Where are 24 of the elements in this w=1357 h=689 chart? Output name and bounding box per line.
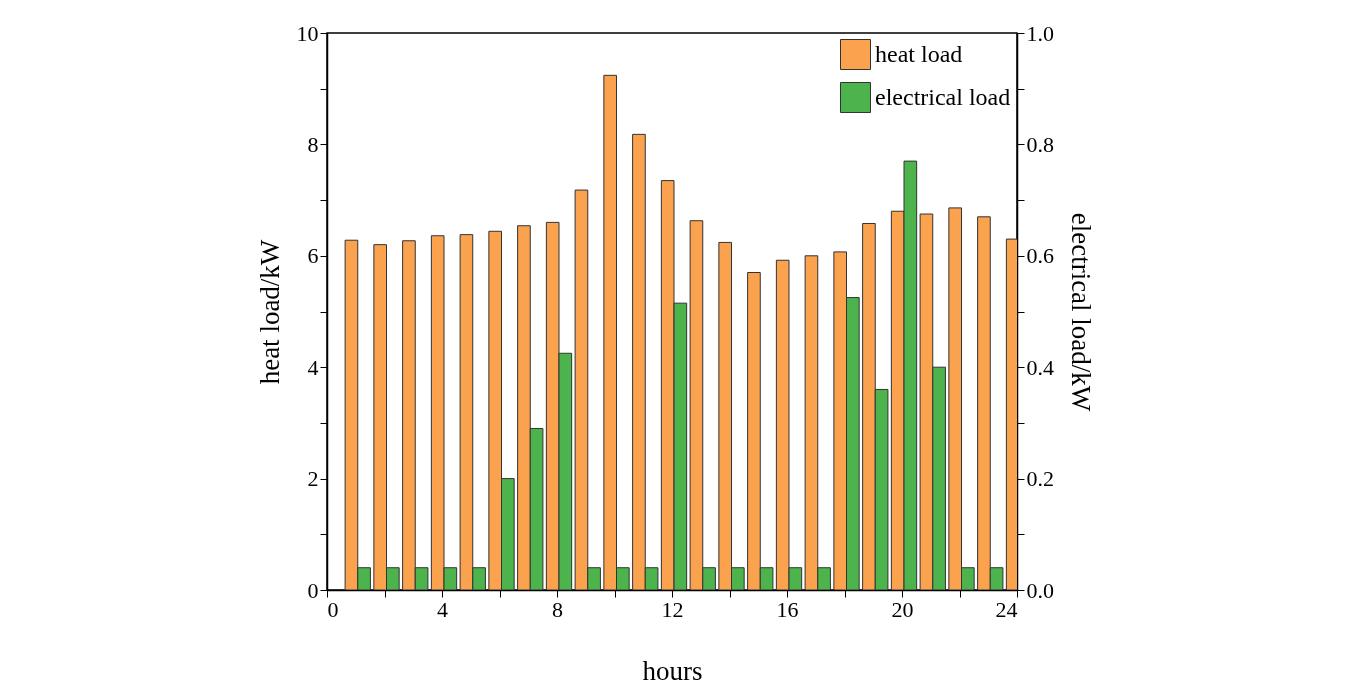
x-tick-label: 8 — [552, 596, 563, 622]
legend-label: electrical load — [875, 83, 1011, 110]
legend-label: heat load — [875, 40, 963, 67]
x-tick-label: 4 — [437, 596, 448, 622]
y-tick-label: 8 — [307, 131, 319, 157]
y-axis-title: heat load/kW — [254, 239, 285, 385]
y2-tick-label: 0.6 — [1026, 243, 1054, 269]
x-tick-label: 24 — [995, 596, 1018, 622]
y-tick-label: 10 — [296, 20, 319, 46]
x-tick-label: 20 — [891, 596, 914, 622]
x-tick-label: 0 — [327, 596, 339, 622]
x-axis-title: hours — [642, 655, 703, 686]
y-tick-label: 6 — [307, 243, 319, 269]
x-tick-label: 12 — [661, 596, 684, 622]
y2-tick-label: 1.0 — [1026, 20, 1054, 46]
y2-tick-label: 0.0 — [1026, 577, 1054, 603]
y2-axis-title: electrical load/kW — [1066, 212, 1096, 412]
y2-tick-label: 0.2 — [1026, 466, 1054, 492]
y-tick-label: 0 — [307, 577, 319, 603]
y2-tick-label: 0.8 — [1026, 131, 1054, 157]
y2-tick-label: 0.4 — [1026, 354, 1054, 380]
x-tick-label: 16 — [776, 596, 799, 622]
y-tick-label: 4 — [307, 354, 319, 380]
y-tick-label: 2 — [307, 466, 319, 492]
